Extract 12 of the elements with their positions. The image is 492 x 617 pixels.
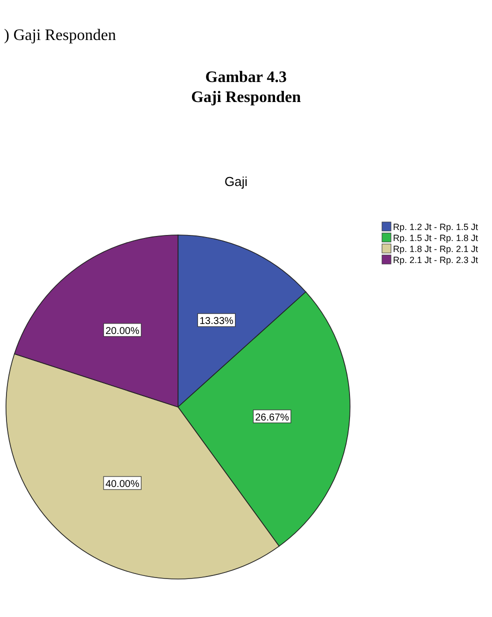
data-label: 20.00% — [105, 326, 140, 337]
text: Gaji Responden — [191, 89, 301, 106]
data-label: 13.33% — [200, 316, 234, 328]
data-label: 40.00% — [105, 479, 140, 490]
legend-label: Rp. 1.2 Jt - Rp. 1.5 Jt — [393, 222, 479, 232]
text: Gambar 4.3 — [205, 69, 287, 86]
legend-label: Rp. 1.5 Jt - Rp. 1.8 Jt — [393, 233, 479, 243]
chart-title: Gaji — [224, 174, 248, 189]
legend-label: Rp. 1.8 Jt - Rp. 2.1 Jt — [393, 244, 479, 254]
legend-label: Rp. 2.1 Jt - Rp. 2.3 Jt — [393, 255, 479, 265]
data-label: 26.67% — [255, 412, 290, 424]
text: ) Gaji Responden — [4, 27, 116, 44]
